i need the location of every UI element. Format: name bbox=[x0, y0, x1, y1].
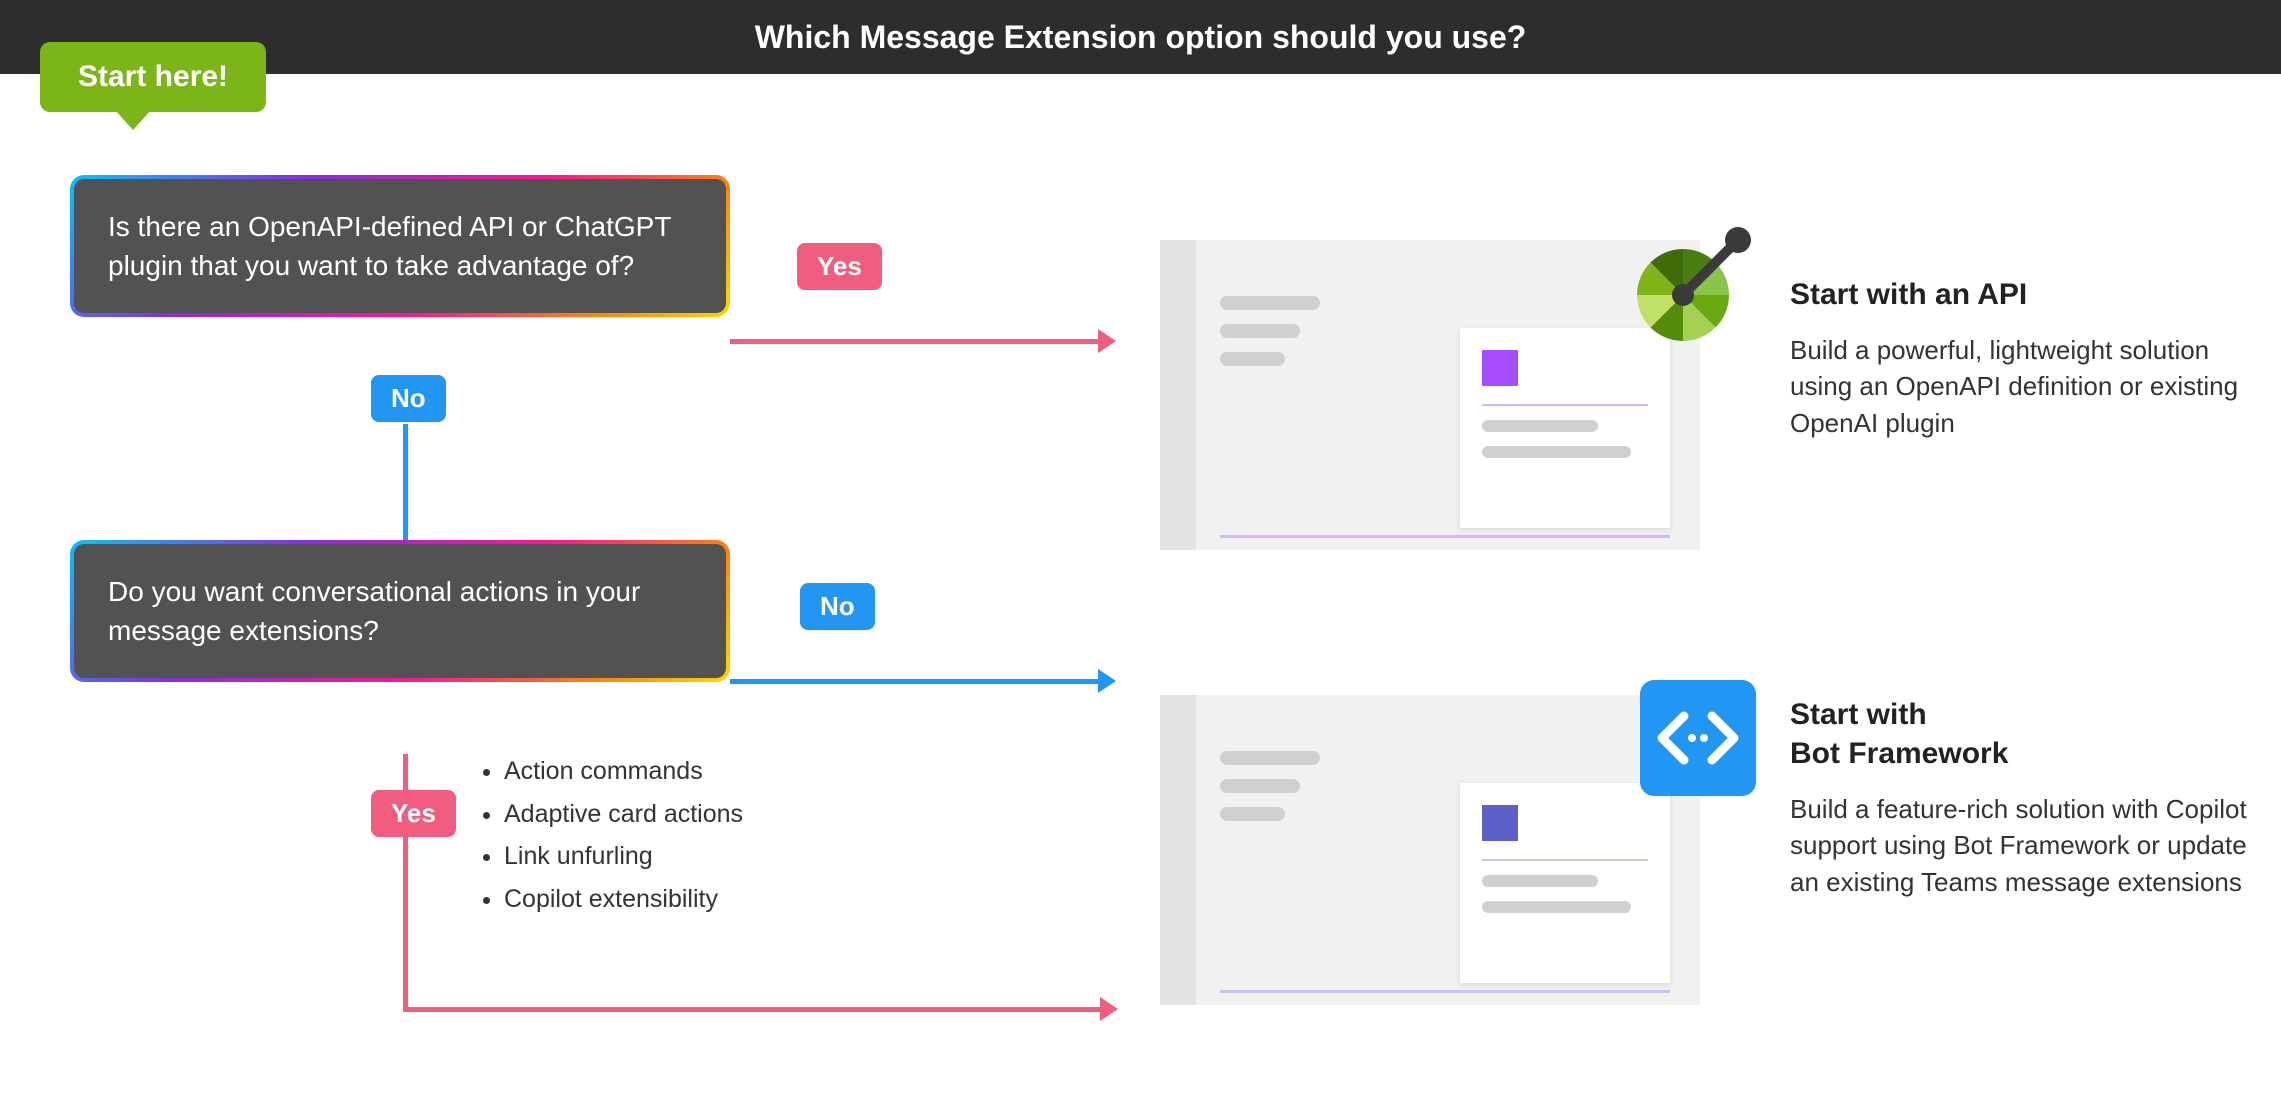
result-api-desc: Build a powerful, lightweight solution u… bbox=[1790, 332, 2250, 441]
label-no-q1: No bbox=[371, 375, 446, 422]
bullet-item: Action commands bbox=[504, 750, 743, 793]
illustration-bot bbox=[1160, 695, 1700, 1005]
result-bot-title: Start with Bot Framework bbox=[1790, 695, 2250, 773]
label-yes-q1: Yes bbox=[797, 243, 882, 290]
bullet-item: Copilot extensibility bbox=[504, 878, 743, 921]
bullet-item: Adaptive card actions bbox=[504, 793, 743, 836]
decision-q2: Do you want conversational actions in yo… bbox=[70, 540, 730, 682]
bullet-item: Link unfurling bbox=[504, 835, 743, 878]
decision-q2-text: Do you want conversational actions in yo… bbox=[74, 544, 726, 678]
decision-q1: Is there an OpenAPI-defined API or ChatG… bbox=[70, 175, 730, 317]
result-bot-title-line2: Bot Framework bbox=[1790, 737, 2008, 770]
result-bot: Start with Bot Framework Build a feature… bbox=[1790, 695, 2250, 900]
illustration-api bbox=[1160, 240, 1700, 550]
api-chart-icon bbox=[1628, 210, 1768, 355]
result-bot-title-line1: Start with bbox=[1790, 698, 1927, 731]
feature-bullet-list: Action commands Adaptive card actions Li… bbox=[480, 750, 743, 920]
result-api-title: Start with an API bbox=[1790, 275, 2250, 314]
header-bar: Which Message Extension option should yo… bbox=[0, 0, 2281, 74]
start-here-badge: Start here! bbox=[40, 42, 266, 112]
page-title: Which Message Extension option should yo… bbox=[755, 19, 1527, 56]
result-api: Start with an API Build a powerful, ligh… bbox=[1790, 275, 2250, 441]
result-bot-desc: Build a feature-rich solution with Copil… bbox=[1790, 791, 2250, 900]
label-yes-q2: Yes bbox=[371, 790, 456, 837]
decision-q1-text: Is there an OpenAPI-defined API or ChatG… bbox=[74, 179, 726, 313]
label-no-q2: No bbox=[800, 583, 875, 630]
start-here-label: Start here! bbox=[78, 60, 228, 93]
bot-code-icon bbox=[1640, 680, 1756, 801]
